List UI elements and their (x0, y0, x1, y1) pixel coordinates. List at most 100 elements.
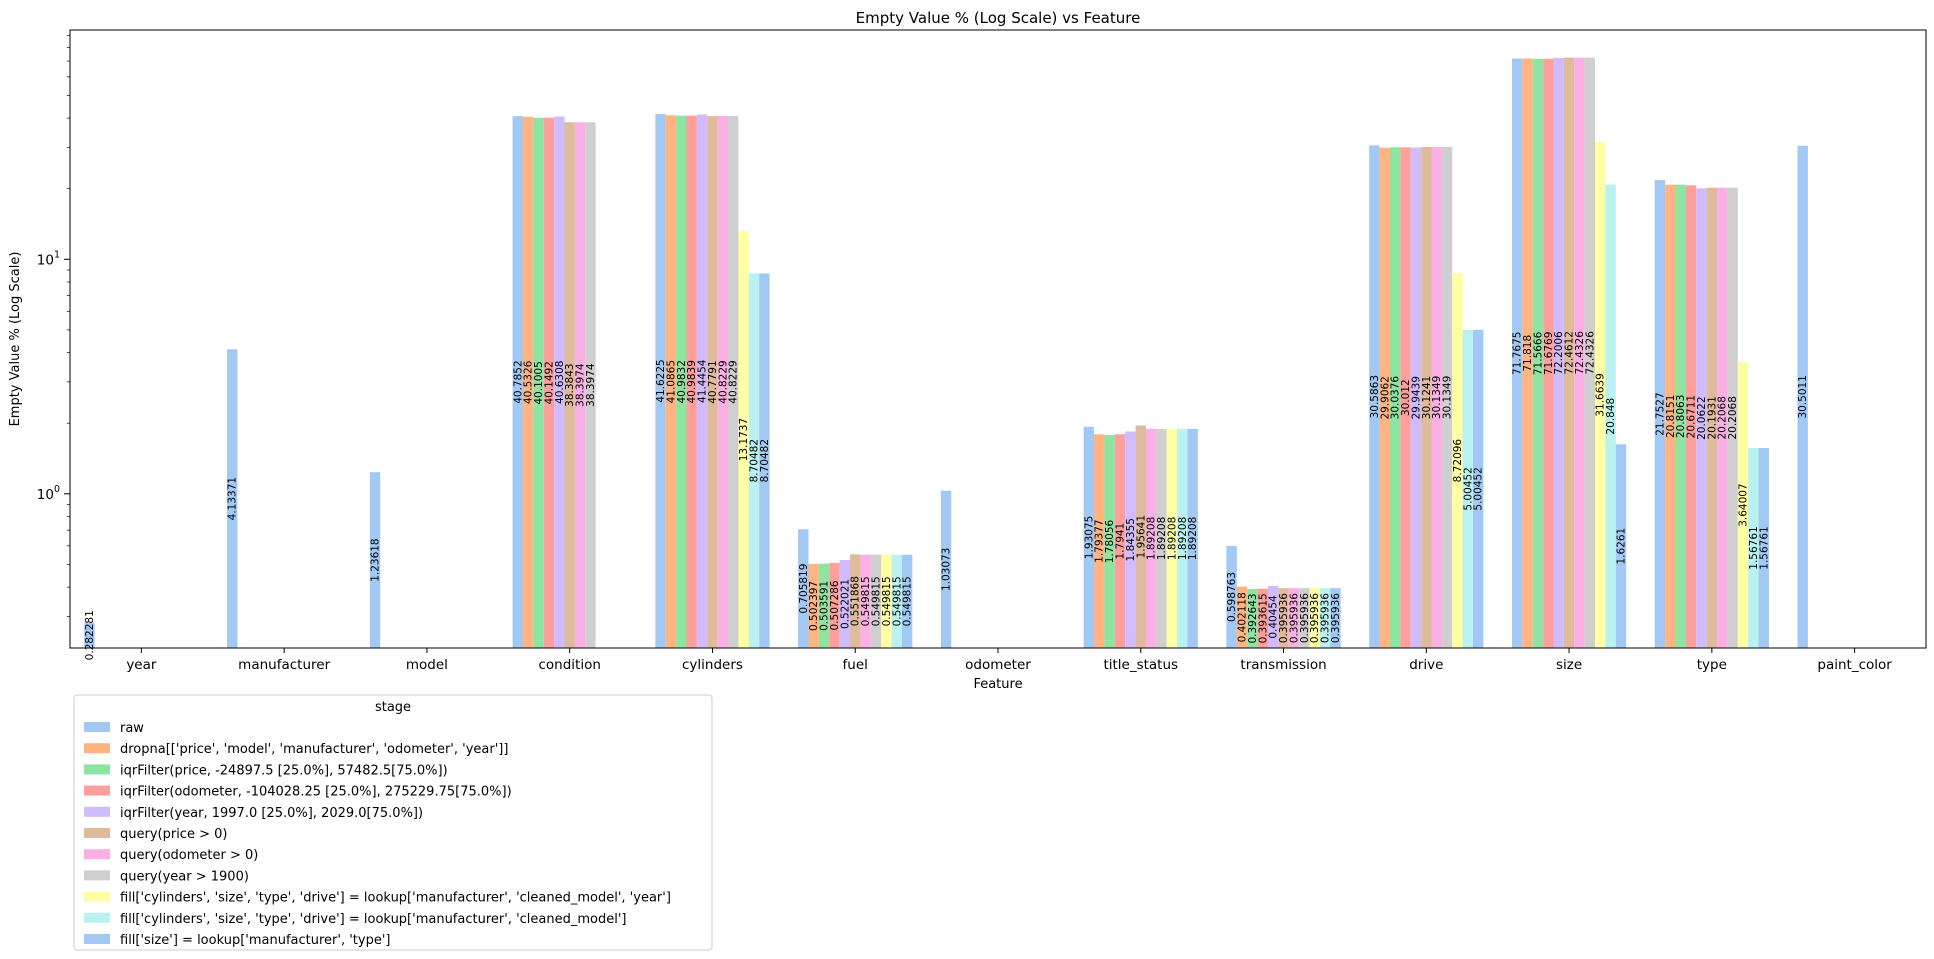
bar (1665, 184, 1676, 648)
bar (881, 554, 892, 648)
bar (1595, 141, 1606, 648)
legend-swatch (84, 849, 110, 860)
plot-frame (69, 29, 1927, 649)
data-label: 1.84355 (1125, 518, 1137, 561)
data-label: 41.0865 (665, 360, 677, 403)
y-tick-label: 101 (37, 249, 60, 268)
bar (665, 115, 677, 649)
data-label: 29.9062 (1379, 376, 1391, 419)
bar (717, 116, 729, 649)
data-label: 0.503591 (819, 581, 831, 631)
bar (1543, 58, 1554, 648)
data-label: 30.012 (1400, 379, 1412, 416)
bar (1758, 448, 1769, 648)
bar (1532, 58, 1544, 648)
data-label: 1.7941 (1115, 523, 1127, 560)
legend-swatch (84, 891, 110, 902)
data-label: 1.56761 (1748, 526, 1760, 569)
bars-layer (84, 57, 1808, 649)
data-label: 40.7791 (707, 360, 719, 403)
data-label: 30.1241 (1421, 376, 1433, 419)
legend-entry: raw (120, 721, 144, 736)
data-label: 0.395936 (1299, 593, 1311, 643)
bar (369, 472, 381, 648)
data-label: 41.4454 (697, 359, 709, 403)
x-axis: year manufacturer model condition cylinders f… (126, 648, 1892, 673)
bar (901, 554, 913, 648)
bar (1685, 185, 1697, 649)
bar (686, 115, 697, 649)
data-label: 30.5863 (1369, 375, 1381, 418)
bar (1717, 187, 1728, 648)
bar (728, 116, 739, 649)
data-label: 0.395936 (1309, 593, 1321, 643)
x-tick-label: manufacturer (238, 657, 330, 673)
bar (1675, 184, 1686, 648)
data-label: 5.00452 (1462, 467, 1474, 510)
x-tick-label: cylinders (682, 657, 743, 673)
data-label: 4.13371 (227, 477, 239, 520)
bar (808, 563, 819, 648)
data-label: 40.8229 (728, 360, 740, 403)
chart-title: Empty Value % (Log Scale) vs Feature (856, 9, 1141, 27)
bar (522, 116, 534, 648)
bar (1104, 435, 1115, 648)
bar (227, 349, 238, 648)
data-label: 40.6308 (554, 361, 566, 404)
data-label: 1.79377 (1094, 519, 1106, 562)
data-label: 20.2068 (1717, 396, 1729, 439)
legend-entry: fill['cylinders', 'size', 'type', 'drive… (120, 891, 671, 906)
bar (1574, 57, 1585, 649)
bar (759, 273, 770, 648)
data-label: 29.9439 (1410, 376, 1422, 419)
bar (1584, 57, 1596, 649)
legend-box (73, 694, 713, 951)
bar (1473, 329, 1484, 648)
bar (1309, 588, 1320, 648)
data-label: 8.70482 (748, 439, 760, 482)
data-label: 1.89208 (1187, 517, 1199, 560)
bar (1083, 426, 1095, 648)
y-axis-label: Empty Value % (Log Scale) (8, 252, 23, 427)
bar (940, 490, 952, 648)
legend-swatch (84, 722, 110, 732)
data-label: 20.8151 (1665, 395, 1677, 438)
data-label: 0.598763 (1226, 572, 1238, 622)
bar (1696, 188, 1707, 649)
bar (1177, 428, 1188, 648)
bar (1226, 546, 1237, 648)
data-label: 1.89208 (1177, 517, 1189, 560)
bar (1511, 58, 1523, 648)
legend-entry: query(odometer > 0) (120, 848, 258, 863)
bar (1727, 187, 1738, 648)
data-label: 20.8063 (1675, 395, 1687, 438)
data-label: 40.9832 (676, 360, 688, 403)
bar (798, 529, 809, 648)
bar (1094, 434, 1105, 648)
bar (748, 273, 760, 648)
bar (850, 554, 861, 648)
data-label: 1.03073 (941, 548, 953, 591)
bar (1145, 428, 1157, 648)
bar (1125, 431, 1136, 648)
bar (829, 562, 840, 648)
data-label: 20.2068 (1727, 396, 1739, 439)
legend-swatch (84, 912, 110, 923)
x-tick-label: odometer (965, 657, 1031, 673)
bar (1654, 180, 1666, 648)
data-label: 72.4326 (1584, 331, 1596, 375)
legend-swatch (84, 785, 110, 796)
data-label: 0.522021 (839, 579, 851, 629)
bar (1410, 147, 1422, 648)
data-label: 71.7675 (1512, 332, 1524, 375)
bar (1605, 184, 1616, 648)
data-label: 1.56761 (1758, 526, 1770, 569)
data-label: 0.392643 (1247, 593, 1259, 643)
bar (1421, 146, 1432, 649)
bar (1236, 586, 1248, 648)
x-tick-label: fuel (843, 657, 868, 673)
data-label: 0.395936 (1278, 593, 1290, 643)
bar (1278, 588, 1289, 648)
x-tick-label: model (406, 657, 448, 673)
data-label: 21.7527 (1654, 392, 1666, 435)
